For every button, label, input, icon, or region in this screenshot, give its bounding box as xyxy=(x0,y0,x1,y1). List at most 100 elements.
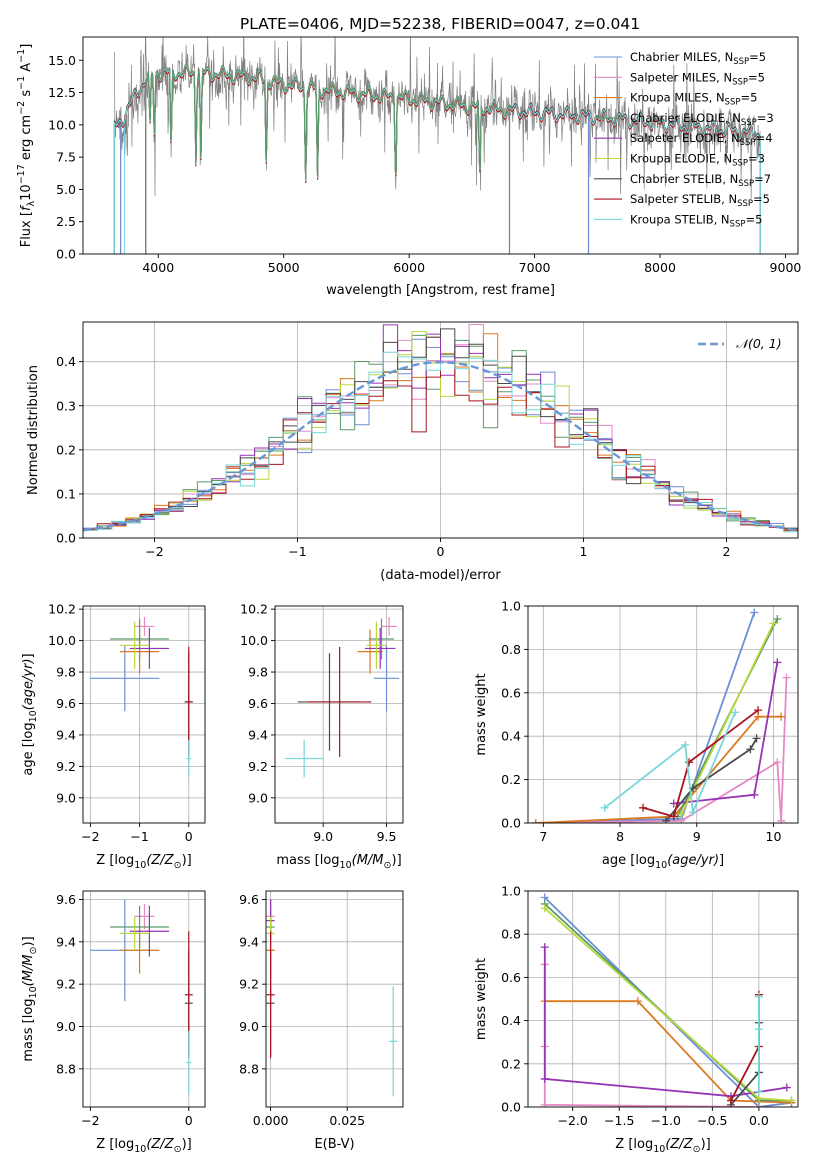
panel-residuals: −2 −1 0 1 2 0.0 0.1 0.2 0.3 0.4 (data-model)/error… xyxy=(26,321,799,583)
legend-nssp: =5 xyxy=(745,212,762,226)
y-tick-label: 10.2 xyxy=(48,602,76,617)
normal-curve xyxy=(83,360,798,532)
series-marker xyxy=(540,1100,549,1107)
y-tick-label: 1.0 xyxy=(501,884,521,899)
x-axis-label: age [log10(age/yr)] xyxy=(602,853,724,871)
series-marker xyxy=(782,1083,791,1092)
legend-label: Kroupa STELIB, NSSP=5 xyxy=(630,212,762,229)
series-marker xyxy=(726,1096,735,1105)
x-tick-label: 0 xyxy=(185,1113,193,1128)
axis-label-part: )] xyxy=(21,936,36,946)
axis-label-part: log xyxy=(635,853,655,868)
axes-frame xyxy=(265,890,404,1108)
legend-item: Kroupa ELODIE, NSSP=3 xyxy=(594,152,765,169)
errorbar-kroupa_stelib xyxy=(285,739,324,778)
axis-label-part: )] xyxy=(182,853,192,868)
y-tick-label: 9.6 xyxy=(56,696,76,711)
axis-label-part: ⊙ xyxy=(174,1144,182,1155)
y-tick-label: 8.8 xyxy=(56,1061,76,1076)
y-tick-label: 1.0 xyxy=(501,599,521,614)
y-tick-label: 10.0 xyxy=(48,117,76,132)
legend-text: Salpeter STELIB, N xyxy=(630,192,737,206)
axis-label-part: ⊙ xyxy=(174,860,182,871)
series-marker xyxy=(773,615,782,624)
x-tick-label: 9.5 xyxy=(377,829,397,844)
series-line xyxy=(642,709,759,818)
x-axis-label: Z [log10(Z/Z⊙)] xyxy=(615,1137,710,1155)
x-axis-label: (data-model)/error xyxy=(380,568,501,583)
x-axis-label: E(B-V) xyxy=(314,1137,354,1152)
y-tick-label: 0.0 xyxy=(501,816,521,831)
x-axis-label: mass [log10(M/M⊙)] xyxy=(276,853,401,871)
series-marker xyxy=(677,810,686,819)
y-tick-label: 0.4 xyxy=(501,729,521,744)
axis-label-part: 10 xyxy=(28,710,39,722)
y-tick-label: 9.4 xyxy=(56,727,76,742)
legend-nssp: =3 xyxy=(757,111,774,125)
errorbar-salpeter_stelib xyxy=(307,646,372,757)
axis-label-part: s xyxy=(19,90,34,101)
legend: 𝒩(0, 1) xyxy=(698,336,782,351)
legend-text: Chabrier ELODIE, N xyxy=(630,111,741,125)
y-axis-label: mass weight xyxy=(474,673,489,755)
x-tick-label: −2 xyxy=(81,1113,99,1128)
x-tick-label: 9 xyxy=(693,829,701,844)
axis-label-part: (M/M xyxy=(21,954,36,986)
histogram-kroupa_stelib xyxy=(83,351,798,538)
axis-label-part: erg cm xyxy=(19,115,34,164)
panel-age_vs_mass: 9.0 9.5 9.0 9.2 9.4 9.6 9.8 10.0 10.2 mass [log10… xyxy=(240,602,404,871)
y-tick-label: 9.6 xyxy=(248,696,268,711)
series-kroupa_elodie xyxy=(540,904,796,1105)
series-line xyxy=(535,715,782,823)
legend-item: Salpeter ELODIE, NSSP=4 xyxy=(594,131,773,148)
y-tick-label: 0.0 xyxy=(501,1100,521,1115)
y-tick-label: 9.8 xyxy=(248,665,268,680)
series-marker xyxy=(754,1025,763,1034)
legend-nssp: =5 xyxy=(753,192,770,206)
series-marker xyxy=(746,745,755,754)
series-kroupa_stelib xyxy=(754,992,763,1096)
x-tick-label: 10 xyxy=(766,829,782,844)
series-marker xyxy=(782,673,791,682)
axis-label-part: −17 xyxy=(16,164,27,184)
errorbar-salpeter_miles xyxy=(134,903,155,930)
x-tick-label: 0 xyxy=(185,829,193,844)
series-marker xyxy=(540,943,549,952)
x-tick-label: −2 xyxy=(81,829,99,844)
legend-text: Kroupa MILES, N xyxy=(630,91,725,105)
series-line xyxy=(680,623,775,815)
x-tick-label: 0.000 xyxy=(253,1113,289,1128)
errorbar-chabrier_miles xyxy=(373,645,400,712)
errorbar-salpeter_elodie xyxy=(129,628,170,669)
panel-mass_vs_ebv: 0.000 0.025 8.8 9.0 9.2 9.4 9.6 E(B-V) xyxy=(239,890,404,1152)
axis-label-part: (M/M xyxy=(352,853,384,868)
series-marker xyxy=(731,708,740,717)
series-marker xyxy=(688,808,697,817)
errorbar-salpeter_elodie xyxy=(364,628,396,669)
axis-label-part: )] xyxy=(701,1137,711,1152)
y-tick-label: 0.6 xyxy=(501,685,521,700)
errorbar-chabrier_elodie xyxy=(110,618,170,660)
axis-label-part: 10 xyxy=(28,986,39,998)
y-axis-label: mass weight xyxy=(474,958,489,1040)
axes-frame xyxy=(274,605,404,824)
axis-label-part: log xyxy=(21,998,36,1018)
panel-weight_vs_z: −2.0 −1.5 −1.0 −0.5 0.0 0.0 0.2 0.4 0.6 0.8 1.0 Z [… xyxy=(474,884,799,1155)
plot-area xyxy=(540,893,796,1107)
panel-spectrum: 4000 5000 6000 7000 8000 9000 0.0 2.5 5.0 7.5 10.0… xyxy=(16,36,801,298)
legend-sub: SSP xyxy=(741,118,757,128)
x-axis-label: wavelength [Angstrom, rest frame] xyxy=(326,283,555,298)
y-tick-label: 0.4 xyxy=(501,1013,521,1028)
y-tick-label: 0.0 xyxy=(56,247,76,262)
legend-label: Chabrier ELODIE, NSSP=3 xyxy=(630,111,774,128)
series-marker xyxy=(773,758,782,767)
plot-area xyxy=(285,617,400,778)
x-tick-label: −2 xyxy=(145,544,163,559)
y-tick-label: 7.5 xyxy=(56,150,76,165)
axis-label-part: log xyxy=(633,1137,653,1152)
axis-label-part: mass [ xyxy=(276,853,319,868)
axis-label-part: −1 xyxy=(16,76,27,90)
x-tick-label: 0.025 xyxy=(329,1113,365,1128)
series-marker xyxy=(600,803,609,812)
